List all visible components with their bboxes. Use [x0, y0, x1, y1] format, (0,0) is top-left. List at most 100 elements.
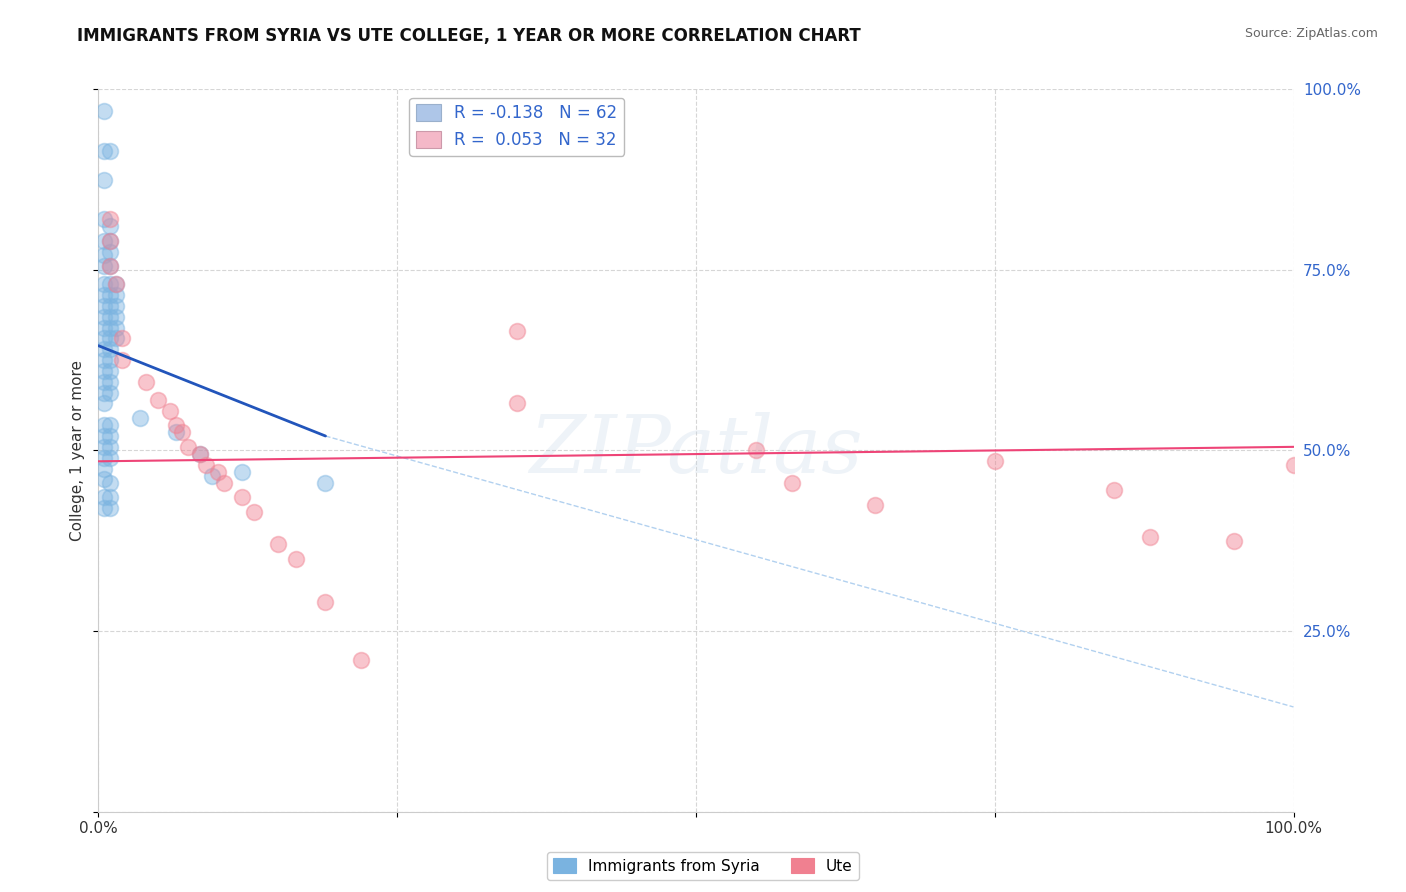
Point — [1104, 483, 1126, 498]
Point — [93, 450, 115, 465]
Point — [93, 320, 115, 334]
Point — [165, 418, 187, 433]
Point — [188, 447, 211, 461]
Point — [93, 331, 115, 345]
Point — [98, 259, 122, 273]
Point — [93, 259, 115, 273]
Point — [93, 310, 115, 324]
Point — [93, 234, 115, 248]
Point — [98, 418, 122, 433]
Point — [98, 144, 122, 158]
Legend: Immigrants from Syria, Ute: Immigrants from Syria, Ute — [547, 852, 859, 880]
Legend: R = -0.138   N = 62, R =  0.053   N = 32: R = -0.138 N = 62, R = 0.053 N = 32 — [409, 97, 624, 155]
Point — [98, 212, 122, 227]
Point — [105, 277, 128, 292]
Point — [93, 429, 115, 443]
Point — [506, 396, 529, 410]
Point — [93, 364, 115, 378]
Point — [177, 440, 200, 454]
Point — [243, 505, 266, 519]
Point — [148, 392, 170, 407]
Point — [506, 324, 529, 338]
Point — [98, 219, 122, 234]
Point — [267, 537, 290, 551]
Point — [188, 447, 211, 461]
Point — [159, 403, 181, 417]
Point — [98, 475, 122, 490]
Point — [105, 331, 128, 345]
Point — [93, 103, 115, 118]
Point — [1223, 533, 1246, 548]
Point — [350, 653, 373, 667]
Point — [111, 353, 134, 368]
Point — [111, 331, 134, 345]
Point — [98, 234, 122, 248]
Point — [745, 443, 768, 458]
Point — [98, 299, 122, 313]
Point — [315, 595, 337, 609]
Point — [105, 277, 128, 292]
Point — [93, 501, 115, 516]
Point — [231, 465, 253, 479]
Y-axis label: College, 1 year or more: College, 1 year or more — [70, 360, 86, 541]
Point — [984, 454, 1007, 468]
Point — [201, 468, 224, 483]
Point — [105, 320, 128, 334]
Point — [98, 343, 122, 357]
Point — [98, 491, 122, 505]
Point — [1139, 530, 1161, 544]
Point — [93, 277, 115, 292]
Point — [93, 144, 115, 158]
Point — [98, 450, 122, 465]
Point — [98, 234, 122, 248]
Point — [98, 364, 122, 378]
Point — [98, 429, 122, 443]
Point — [93, 491, 115, 505]
Point — [98, 331, 122, 345]
Text: Source: ZipAtlas.com: Source: ZipAtlas.com — [1244, 27, 1378, 40]
Point — [98, 375, 122, 389]
Point — [98, 259, 122, 273]
Point — [93, 172, 115, 186]
Point — [865, 498, 887, 512]
Point — [93, 418, 115, 433]
Point — [135, 375, 157, 389]
Point — [1282, 458, 1305, 472]
Point — [98, 385, 122, 400]
Point — [284, 551, 307, 566]
Point — [172, 425, 194, 440]
Point — [98, 320, 122, 334]
Point — [98, 310, 122, 324]
Point — [231, 491, 253, 505]
Point — [195, 458, 218, 472]
Point — [212, 475, 235, 490]
Point — [93, 440, 115, 454]
Point — [105, 310, 128, 324]
Point — [207, 465, 229, 479]
Point — [315, 475, 337, 490]
Point — [93, 248, 115, 262]
Point — [93, 375, 115, 389]
Point — [98, 288, 122, 302]
Point — [93, 343, 115, 357]
Point — [93, 288, 115, 302]
Point — [165, 425, 187, 440]
Point — [105, 299, 128, 313]
Text: ZIPatlas: ZIPatlas — [529, 412, 863, 489]
Point — [93, 299, 115, 313]
Point — [93, 461, 115, 475]
Point — [129, 411, 152, 425]
Point — [98, 501, 122, 516]
Point — [93, 472, 115, 486]
Point — [98, 440, 122, 454]
Point — [93, 396, 115, 410]
Point — [98, 277, 122, 292]
Point — [98, 353, 122, 368]
Point — [105, 288, 128, 302]
Text: IMMIGRANTS FROM SYRIA VS UTE COLLEGE, 1 YEAR OR MORE CORRELATION CHART: IMMIGRANTS FROM SYRIA VS UTE COLLEGE, 1 … — [77, 27, 860, 45]
Point — [93, 385, 115, 400]
Point — [780, 475, 803, 490]
Point — [98, 244, 122, 259]
Point — [93, 353, 115, 368]
Point — [93, 212, 115, 227]
